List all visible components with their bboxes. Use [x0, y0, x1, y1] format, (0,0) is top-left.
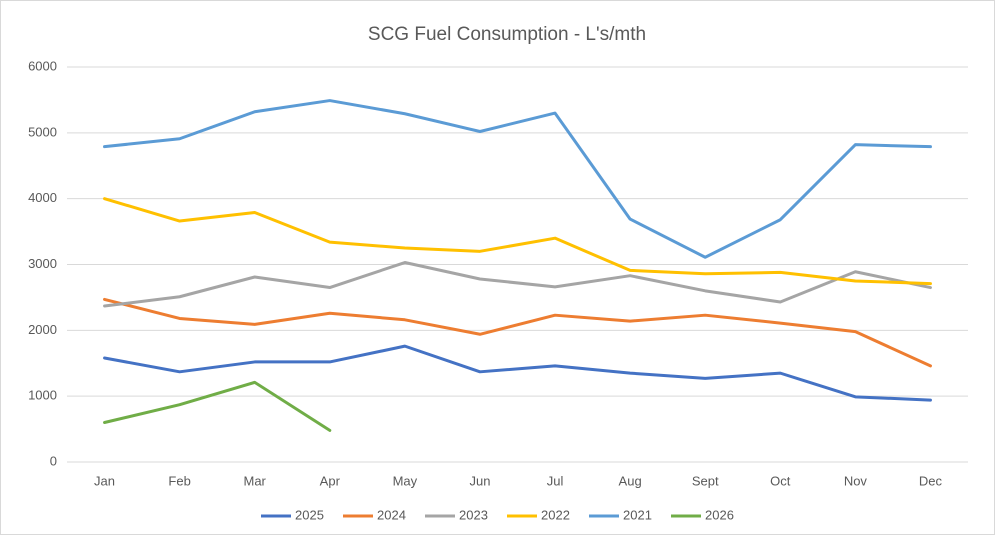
- legend-label: 2024: [377, 507, 406, 522]
- y-tick-label: 2000: [28, 322, 57, 337]
- x-tick-label: Dec: [919, 473, 943, 488]
- series-line: [103, 380, 332, 432]
- series-line: [103, 261, 932, 308]
- x-tick-label: Jun: [469, 473, 490, 488]
- series-line: [103, 297, 932, 368]
- y-tick-label: 5000: [28, 124, 57, 139]
- chart-title: SCG Fuel Consumption - L's/mth: [368, 24, 646, 45]
- x-tick-label: Aug: [619, 473, 642, 488]
- y-tick-label: 4000: [28, 190, 57, 205]
- y-tick-label: 0: [50, 453, 57, 468]
- x-tick-label: Nov: [844, 473, 868, 488]
- series-line: [103, 99, 932, 259]
- x-tick-label: Jul: [547, 473, 564, 488]
- series-line: [103, 197, 932, 286]
- y-tick-label: 6000: [28, 58, 57, 73]
- legend-label: 2025: [295, 507, 324, 522]
- y-tick-label: 3000: [28, 256, 57, 271]
- x-tick-label: Mar: [244, 473, 267, 488]
- x-tick-label: Oct: [770, 473, 791, 488]
- legend-label: 2022: [541, 507, 570, 522]
- legend-label: 2023: [459, 507, 488, 522]
- y-tick-label: 1000: [28, 388, 57, 403]
- series-line: [103, 344, 932, 402]
- x-tick-label: Feb: [168, 473, 190, 488]
- legend-label: 2026: [705, 507, 734, 522]
- x-tick-label: May: [393, 473, 418, 488]
- x-tick-label: Apr: [320, 473, 341, 488]
- legend-label: 2021: [623, 507, 652, 522]
- x-tick-label: Sept: [692, 473, 719, 488]
- x-tick-label: Jan: [94, 473, 115, 488]
